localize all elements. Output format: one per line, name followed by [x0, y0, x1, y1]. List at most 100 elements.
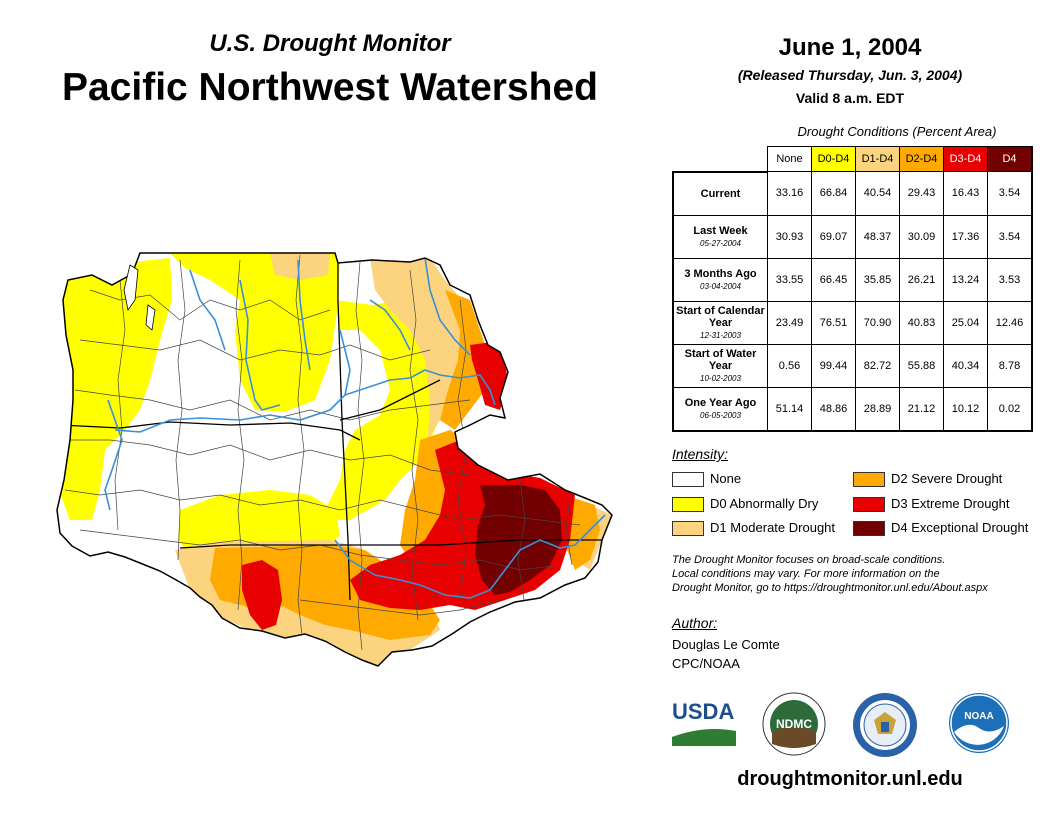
noaa-logo: NOAA: [949, 693, 1009, 753]
d1-area-north-strip: [270, 253, 330, 280]
map-subtitle: U.S. Drought Monitor: [209, 30, 451, 57]
legend-item-d4: D4 Exceptional Drought: [853, 520, 1028, 537]
table-cell: 82.72: [855, 343, 900, 388]
table-row: One Year Ago 06-05-2003 51.14 48.86 28.89…: [672, 386, 1033, 432]
drought-map: [56, 252, 613, 667]
table-row: Last Week 05-27-2004 30.93 69.07 48.37 30…: [672, 214, 1033, 259]
row-label: Start of Water Year 10-02-2003: [672, 343, 768, 388]
legend-item-none: None: [672, 471, 741, 488]
usda-logo: USDA: [671, 700, 737, 748]
table-cell: 10.12: [943, 386, 988, 432]
legend-swatch: [853, 472, 885, 488]
table-cell: 55.88: [899, 343, 944, 388]
d3-area-southwest: [242, 560, 282, 630]
column-header: D3-D4: [943, 146, 988, 172]
table-cell: 21.12: [899, 386, 944, 432]
row-date: 05-27-2004: [700, 239, 741, 248]
commerce-seal-logo: [853, 693, 917, 757]
author-label: Author:: [672, 615, 718, 631]
row-label: Start of Calendar Year 12-31-2003: [672, 300, 768, 345]
table-row: Start of Water Year 10-02-2003 0.56 99.44…: [672, 343, 1033, 388]
ndmc-logo: NDMC: [762, 692, 826, 756]
row-date: 06-05-2003: [700, 411, 741, 420]
row-label: Current: [672, 171, 768, 216]
table-cell: 30.09: [899, 214, 944, 259]
page-title: Pacific Northwest Watershed: [61, 66, 599, 109]
d0-area-center: [325, 300, 435, 520]
column-header: D2-D4: [899, 146, 944, 172]
table-cell: 33.16: [767, 171, 812, 216]
table-cell: 0.56: [767, 343, 812, 388]
website-link[interactable]: droughtmonitor.unl.edu: [737, 768, 963, 790]
table-cell: 25.04: [943, 300, 988, 345]
table-cell: 99.44: [811, 343, 856, 388]
legend-swatch: [672, 472, 704, 488]
table-cell: 40.54: [855, 171, 900, 216]
table-cell: 3.53: [987, 257, 1033, 302]
table-cell: 48.86: [811, 386, 856, 432]
svg-text:NOAA: NOAA: [964, 711, 993, 722]
d2-area-northeast: [440, 290, 490, 430]
d2-area-far-east: [565, 495, 600, 570]
table-cell: 3.54: [987, 214, 1033, 259]
row-label: 3 Months Ago 03-04-2004: [672, 257, 768, 302]
table-caption: Drought Conditions (Percent Area): [797, 124, 997, 139]
table-cell: 33.55: [767, 257, 812, 302]
d0-area-north: [170, 253, 340, 412]
table-cell: 0.02: [987, 386, 1033, 432]
column-header: D4: [987, 146, 1033, 172]
legend-item-d2: D2 Severe Drought: [853, 471, 1002, 488]
row-date: 03-04-2004: [700, 282, 741, 291]
legend-title: Intensity:: [672, 446, 729, 462]
table-cell: 76.51: [811, 300, 856, 345]
table-cell: 66.84: [811, 171, 856, 216]
table-row: Start of Calendar Year 12-31-2003 23.49 7…: [672, 300, 1033, 345]
table-row: Current 33.16 66.84 40.54 29.43 16.43 3.…: [672, 171, 1033, 216]
row-date: 10-02-2003: [700, 374, 741, 383]
table-cell: 51.14: [767, 386, 812, 432]
legend-item-d0: D0 Abnormally Dry: [672, 496, 818, 513]
table-cell: 13.24: [943, 257, 988, 302]
table-cell: 23.49: [767, 300, 812, 345]
d3-area-northeast: [470, 342, 508, 410]
author-name: Douglas Le Comte: [672, 637, 780, 652]
author-org: CPC/NOAA: [672, 656, 740, 671]
table-cell: 30.93: [767, 214, 812, 259]
table-cell: 8.78: [987, 343, 1033, 388]
table-cell: 29.43: [899, 171, 944, 216]
d1-area-northeast: [370, 258, 470, 440]
release-date: (Released Thursday, Jun. 3, 2004): [737, 67, 963, 83]
disclaimer-note: The Drought Monitor focuses on broad-sca…: [672, 554, 988, 594]
column-header: None: [767, 146, 812, 172]
legend-swatch: [853, 521, 885, 537]
table-cell: 28.89: [855, 386, 900, 432]
table-cell: 48.37: [855, 214, 900, 259]
row-label: Last Week 05-27-2004: [672, 214, 768, 259]
table-cell: 70.90: [855, 300, 900, 345]
table-cell: 66.45: [811, 257, 856, 302]
table-cell: 16.43: [943, 171, 988, 216]
table-cell: 40.83: [899, 300, 944, 345]
column-header: D1-D4: [855, 146, 900, 172]
map-date: June 1, 2004: [778, 34, 922, 61]
legend-swatch: [853, 497, 885, 513]
d0-area-west: [57, 258, 172, 520]
table-header-row: None D0-D4 D1-D4 D2-D4 D3-D4 D4: [673, 146, 1033, 173]
table-cell: 35.85: [855, 257, 900, 302]
valid-time: Valid 8 a.m. EDT: [795, 90, 905, 106]
row-label: One Year Ago 06-05-2003: [672, 386, 768, 432]
legend-swatch: [672, 497, 704, 513]
table-cell: 3.54: [987, 171, 1033, 216]
legend-item-d1: D1 Moderate Drought: [672, 520, 835, 537]
column-header: D0-D4: [811, 146, 856, 172]
legend-item-d3: D3 Extreme Drought: [853, 496, 1010, 513]
drought-conditions-table: None D0-D4 D1-D4 D2-D4 D3-D4 D4 Current …: [672, 146, 1033, 432]
svg-text:NDMC: NDMC: [776, 717, 812, 731]
table-cell: 12.46: [987, 300, 1033, 345]
table-row: 3 Months Ago 03-04-2004 33.55 66.45 35.85…: [672, 257, 1033, 302]
table-cell: 26.21: [899, 257, 944, 302]
row-date: 12-31-2003: [700, 331, 741, 340]
legend-swatch: [672, 521, 704, 537]
table-cell: 69.07: [811, 214, 856, 259]
d0-area-south: [178, 490, 340, 555]
